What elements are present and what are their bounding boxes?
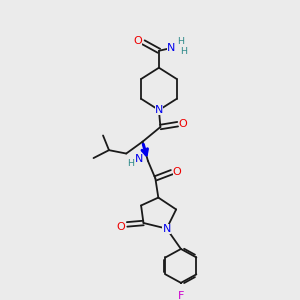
Text: N: N: [135, 154, 143, 164]
Text: O: O: [117, 222, 125, 232]
Text: N: N: [155, 105, 163, 115]
Text: H: H: [177, 37, 184, 46]
Text: N: N: [163, 224, 171, 234]
Text: H: H: [180, 47, 188, 56]
Text: H: H: [127, 159, 134, 168]
Text: O: O: [173, 167, 182, 177]
Text: O: O: [134, 36, 142, 46]
Text: F: F: [178, 291, 184, 300]
Text: O: O: [178, 119, 188, 129]
Text: N: N: [167, 43, 176, 53]
